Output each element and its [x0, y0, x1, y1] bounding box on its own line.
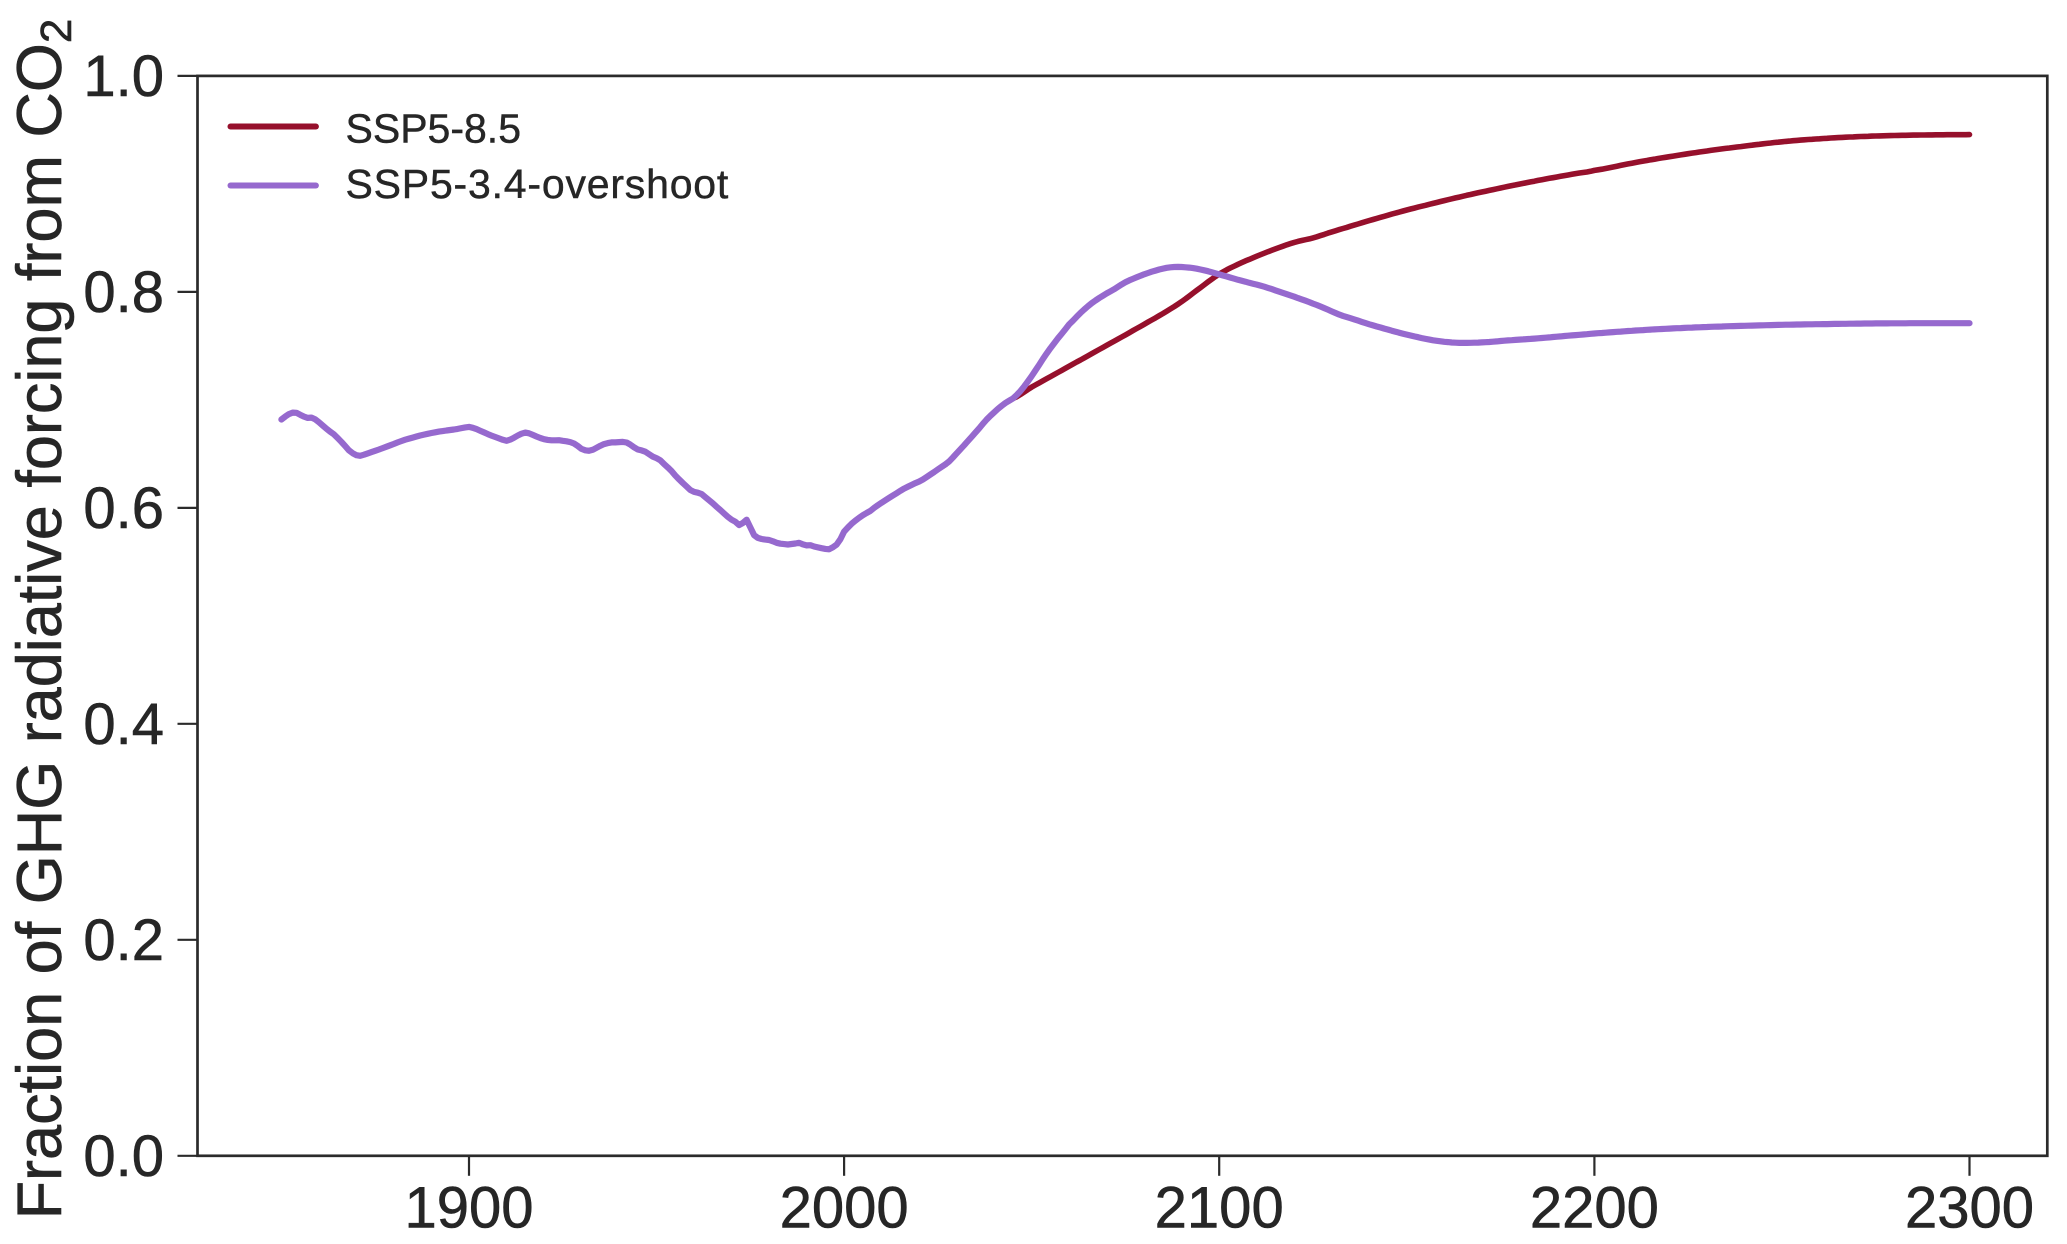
svg-text:0.2: 0.2	[83, 908, 164, 973]
svg-text:0.4: 0.4	[83, 692, 164, 757]
svg-text:SSP5-8.5: SSP5-8.5	[346, 106, 522, 152]
svg-text:1.0: 1.0	[83, 44, 164, 109]
svg-text:2000: 2000	[780, 1176, 909, 1241]
svg-text:2300: 2300	[1905, 1176, 2034, 1241]
svg-text:2200: 2200	[1530, 1176, 1659, 1241]
svg-text:SSP5-3.4-overshoot: SSP5-3.4-overshoot	[346, 161, 730, 207]
svg-text:0.0: 0.0	[83, 1124, 164, 1189]
svg-text:1900: 1900	[404, 1176, 533, 1241]
svg-text:2100: 2100	[1155, 1176, 1284, 1241]
svg-text:0.8: 0.8	[83, 260, 164, 325]
svg-text:0.6: 0.6	[83, 476, 164, 541]
svg-text:Fraction of GHG radiative forc: Fraction of GHG radiative forcing from C…	[5, 19, 81, 1220]
